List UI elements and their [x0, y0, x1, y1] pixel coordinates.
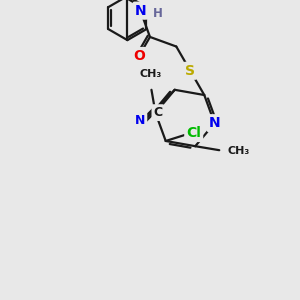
Text: CH₃: CH₃ — [139, 69, 162, 79]
Text: O: O — [133, 49, 145, 63]
Text: CH₃: CH₃ — [227, 146, 250, 156]
Text: H: H — [152, 7, 162, 20]
Text: S: S — [185, 64, 195, 78]
Text: N: N — [135, 114, 146, 127]
Text: C: C — [153, 106, 163, 119]
Text: Cl: Cl — [186, 126, 201, 140]
Text: N: N — [135, 4, 146, 18]
Text: N: N — [209, 116, 220, 130]
